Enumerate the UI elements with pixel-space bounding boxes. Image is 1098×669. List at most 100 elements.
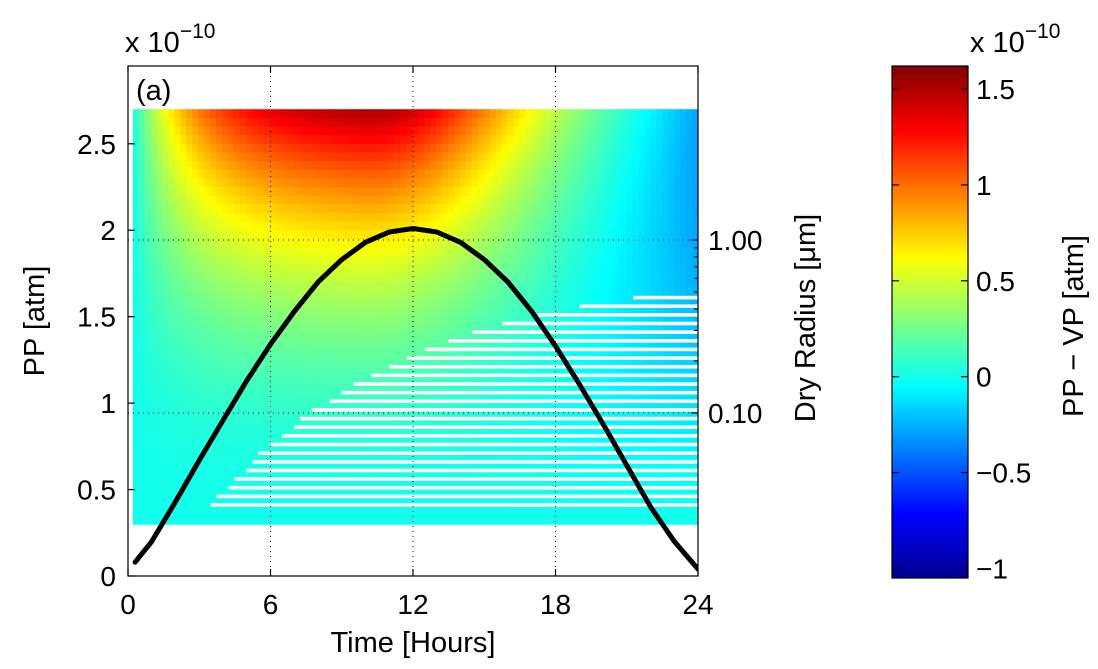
heatmap-cell [299, 195, 306, 205]
heatmap-cell [430, 308, 437, 318]
heatmap-cell [263, 437, 271, 447]
heatmap-cell [477, 143, 485, 154]
heatmap-cell [132, 506, 140, 517]
heatmap-cell [335, 472, 342, 478]
heatmap-cell [388, 316, 396, 326]
heatmap-cell [346, 152, 354, 162]
heatmap-cell [406, 247, 413, 257]
heatmap-cell [507, 117, 515, 128]
colorbar-ticks: −1−0.500.511.5 [892, 74, 1031, 584]
heatmap-cell [382, 351, 390, 361]
heatmap-cell [692, 161, 698, 171]
heatmap-cell [596, 403, 604, 409]
heatmap-cell [394, 454, 402, 460]
heatmap-cell [341, 377, 348, 387]
heatmap-cell [156, 498, 164, 508]
heatmap-cell [168, 454, 175, 465]
heatmap-cell [460, 290, 467, 300]
heatmap-cell [275, 368, 283, 378]
heatmap-cell [460, 152, 467, 162]
heatmap-cell [436, 117, 443, 128]
heatmap-cell [662, 290, 669, 296]
heatmap-cell [293, 498, 300, 504]
heatmap-cell [144, 385, 152, 396]
heatmap-cell [180, 178, 187, 188]
heatmap-cell [668, 446, 675, 452]
heatmap-cell [370, 256, 378, 266]
heatmap-cell [180, 437, 187, 447]
heatmap-cell [573, 385, 580, 391]
heatmap-cell [460, 506, 467, 517]
heatmap-cell [227, 333, 235, 344]
heatmap-cell [495, 420, 503, 426]
heatmap-cell [144, 256, 152, 266]
heatmap-cell [543, 135, 550, 145]
heatmap-cell [132, 437, 140, 447]
heatmap-cell [299, 308, 306, 318]
heatmap-cell [394, 256, 402, 266]
heatmap-cell [370, 212, 378, 223]
heatmap-cell [680, 515, 687, 525]
heatmap-cell [436, 498, 443, 504]
heatmap-cell [477, 221, 485, 231]
heatmap-cell [317, 506, 324, 517]
heatmap-cell [281, 135, 289, 145]
heatmap-cell [567, 506, 574, 517]
heatmap-cell [442, 161, 449, 171]
heatmap-cell [323, 126, 330, 136]
heatmap-cell [269, 446, 277, 452]
heatmap-cell [388, 325, 396, 335]
heatmap-cell [400, 187, 408, 197]
heatmap-cell [186, 282, 193, 292]
heatmap-cell [180, 420, 187, 430]
heatmap-cell [204, 385, 211, 396]
heatmap-cell [614, 498, 622, 504]
heatmap-cell [430, 135, 437, 145]
heatmap-cell [626, 420, 634, 426]
heatmap-cell [674, 238, 681, 249]
heatmap-cell [662, 351, 669, 357]
heatmap-cell [412, 161, 419, 171]
heatmap-cell [346, 135, 354, 145]
heatmap-cell [400, 463, 408, 469]
heatmap-cell [156, 169, 164, 179]
heatmap-cell [287, 169, 294, 179]
heatmap-cell [650, 152, 657, 162]
heatmap-cell [210, 264, 217, 275]
heatmap-cell [335, 368, 342, 378]
heatmap-cell [376, 238, 384, 249]
heatmap-cell [198, 221, 205, 231]
heatmap-cell [465, 411, 473, 417]
heatmap-cell [602, 377, 610, 383]
heatmap-cell [287, 325, 294, 335]
heatmap-cell [614, 264, 622, 275]
heatmap-cell [477, 515, 485, 525]
heatmap-cell [412, 429, 419, 435]
heatmap-cell [364, 325, 372, 335]
heatmap-cell [686, 195, 693, 205]
heatmap-cell [656, 411, 663, 417]
heatmap-cell [561, 221, 568, 231]
heatmap-cell [269, 178, 277, 188]
heatmap-cell [596, 463, 604, 469]
heatmap-cell [222, 230, 229, 240]
heatmap-cell [525, 290, 532, 300]
heatmap-cell [335, 377, 342, 387]
heatmap-cell [346, 126, 354, 136]
heatmap-cell [567, 308, 574, 314]
heatmap-cell [537, 506, 544, 517]
heatmap-cell [287, 480, 294, 486]
heatmap-cell [341, 351, 348, 361]
heatmap-cell [477, 169, 485, 179]
heatmap-cell [483, 368, 491, 374]
heatmap-cell [579, 359, 586, 365]
heatmap-cell [525, 169, 532, 179]
heatmap-cell [537, 385, 544, 391]
heatmap-cell [471, 143, 479, 154]
heatmap-cell [192, 359, 199, 370]
heatmap-cell [424, 290, 431, 300]
heatmap-cell [281, 429, 289, 435]
heatmap-cell [186, 169, 193, 179]
colorbar-tick-label: 0 [976, 362, 992, 393]
heatmap-cell [561, 264, 568, 275]
